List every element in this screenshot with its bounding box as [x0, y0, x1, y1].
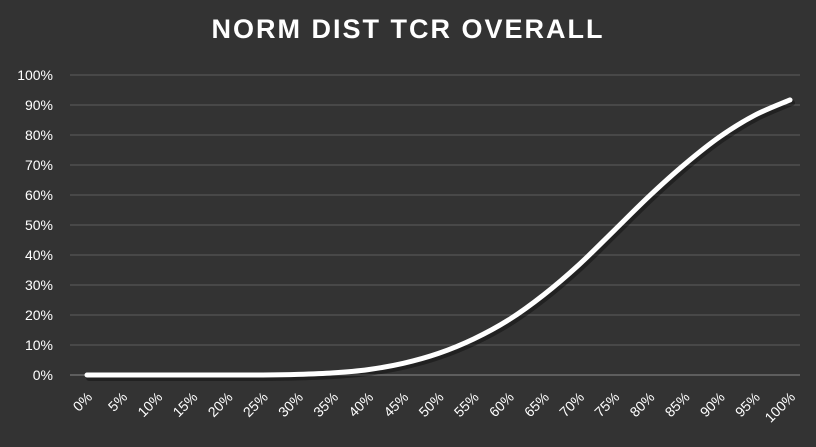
y-tick-label: 20% — [25, 307, 53, 323]
x-tick-label: 60% — [486, 389, 517, 420]
x-tick-label: 55% — [451, 389, 482, 420]
data-point — [577, 263, 581, 267]
x-tick-label: 90% — [697, 389, 728, 420]
x-tick-label: 75% — [591, 389, 622, 420]
x-tick-label: 50% — [415, 389, 446, 420]
data-point — [226, 373, 230, 377]
data-point — [683, 162, 687, 166]
chart-title: NORM DIST TCR OVERALL — [211, 14, 605, 44]
data-point — [366, 368, 370, 372]
x-tick-label: 10% — [134, 389, 165, 420]
y-axis-ticks: 0% 10% 20% 30% 40% 50% 60% 70% 80% 90% 100% — [17, 67, 53, 383]
data-point — [647, 194, 651, 198]
x-tick-label: 25% — [240, 389, 271, 420]
y-tick-label: 30% — [25, 277, 53, 293]
data-point — [401, 361, 405, 365]
data-point — [296, 372, 300, 376]
series-line-shadow — [86, 99, 795, 382]
data-point — [542, 293, 546, 297]
data-point — [120, 373, 124, 377]
data-point — [788, 98, 792, 102]
y-tick-label: 0% — [33, 367, 53, 383]
y-tick-label: 10% — [25, 337, 53, 353]
data-point — [612, 228, 616, 232]
x-tick-label: 30% — [275, 389, 306, 420]
data-point — [190, 373, 194, 377]
y-tick-label: 90% — [25, 97, 53, 113]
x-tick-label: 5% — [105, 389, 131, 415]
data-point — [472, 337, 476, 341]
gridlines — [70, 74, 800, 376]
data-point — [718, 135, 722, 139]
data-point — [437, 351, 441, 355]
y-tick-label: 80% — [25, 127, 53, 143]
x-tick-label: 0% — [69, 389, 95, 415]
x-tick-label: 20% — [205, 389, 236, 420]
y-tick-label: 50% — [25, 217, 53, 233]
y-tick-label: 70% — [25, 157, 53, 173]
series-line-layer — [84, 97, 795, 382]
x-tick-label: 95% — [732, 389, 763, 420]
x-tick-label: 100% — [761, 389, 798, 426]
x-tick-label: 35% — [310, 389, 341, 420]
data-point — [155, 373, 159, 377]
data-point — [753, 113, 757, 117]
data-point — [331, 371, 335, 375]
x-tick-label: 70% — [556, 389, 587, 420]
drop-lines — [297, 99, 791, 375]
x-tick-label: 85% — [662, 389, 693, 420]
series-line — [84, 97, 793, 378]
y-tick-label: 100% — [17, 67, 53, 83]
x-tick-label: 45% — [380, 389, 411, 420]
x-tick-label: 65% — [521, 389, 552, 420]
y-tick-label: 40% — [25, 247, 53, 263]
x-tick-label: 80% — [626, 389, 657, 420]
y-tick-label: 60% — [25, 187, 53, 203]
data-point — [261, 373, 265, 377]
x-tick-label: 40% — [345, 389, 376, 420]
data-point — [85, 373, 89, 377]
x-axis-ticks: 0% 5% 10% 15% 20% 25% 30% 35% 40% 45% 50% 55% 60% 65%… — [69, 389, 798, 426]
x-tick-label: 15% — [169, 389, 200, 420]
data-point — [507, 318, 511, 322]
